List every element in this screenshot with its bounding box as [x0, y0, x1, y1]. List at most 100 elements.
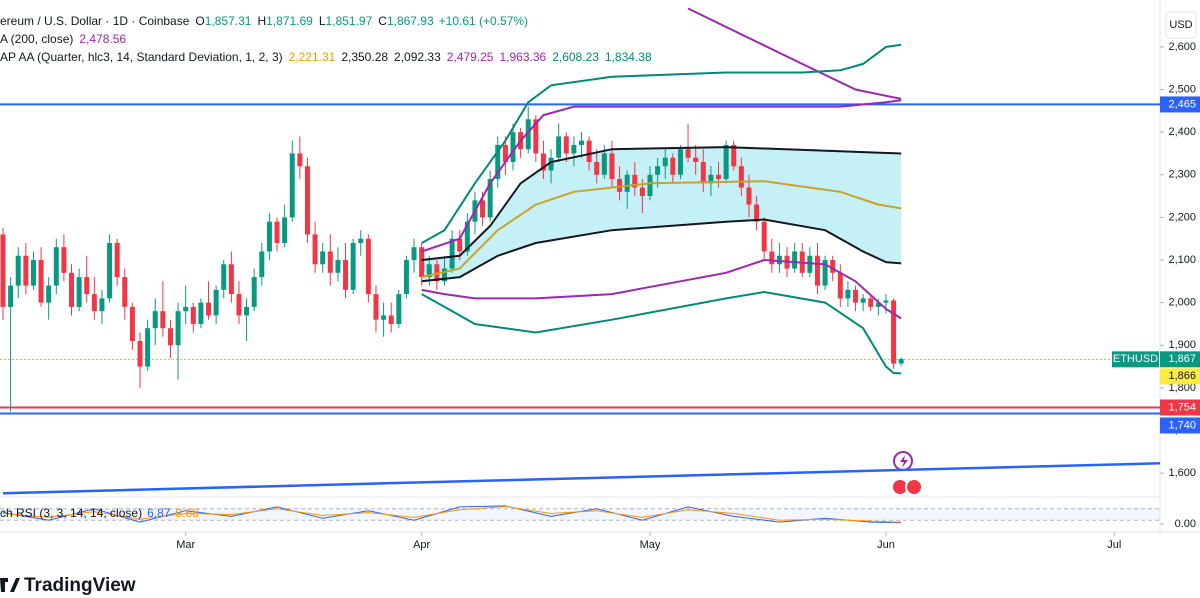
candle-body	[624, 174, 630, 192]
candle-body	[396, 294, 402, 324]
candle-body	[449, 238, 455, 269]
countdown-label-box	[1160, 368, 1200, 385]
candle-body	[289, 153, 295, 218]
candle-body	[30, 260, 36, 286]
candle-body	[480, 200, 486, 218]
y-tick-label: 2,000	[1168, 297, 1196, 309]
candle-body	[579, 140, 584, 145]
candle-body	[122, 277, 128, 307]
x-tick-label: Mar	[176, 539, 195, 551]
candle-body	[228, 264, 234, 295]
candle-body	[716, 174, 722, 180]
candle-body	[723, 144, 729, 180]
indicator-line	[421, 290, 902, 375]
candle-body	[358, 238, 364, 243]
candle-body	[525, 119, 531, 150]
candle-body	[548, 157, 554, 171]
candle-body	[822, 260, 828, 286]
candle-body	[320, 251, 326, 265]
candle-body	[571, 144, 577, 154]
candle-body	[617, 179, 623, 192]
candle-body	[84, 277, 90, 295]
flag-icon[interactable]	[905, 478, 923, 496]
indicator-legend: A (200, close) 2,478.56	[0, 32, 126, 46]
indicator-line	[421, 180, 902, 279]
candle-body	[883, 300, 889, 303]
rsi-legend: ch RSI (3, 3, 14, 14, close) 6.87 9.68	[0, 506, 199, 520]
candle-body	[160, 311, 166, 329]
candle-body	[145, 328, 151, 367]
symbol-tag-box	[1112, 351, 1159, 368]
candle-body	[335, 260, 341, 273]
level-label-box	[1160, 399, 1200, 416]
candle-body	[754, 204, 760, 222]
candle-body	[8, 285, 14, 307]
y-tick-label: 1,800	[1168, 382, 1196, 394]
candle-body	[236, 294, 242, 316]
y-tick-label: 1,600	[1168, 467, 1196, 479]
level-label: 1,754	[1168, 401, 1196, 413]
candle-body	[274, 221, 280, 243]
y-tick-label: 2,500	[1168, 83, 1196, 95]
indicator-value: 2,221.31	[289, 50, 336, 64]
candle-body	[632, 174, 638, 188]
candle-body	[152, 311, 158, 329]
indicator-value: 2,092.33	[394, 50, 441, 64]
y-tick-label: 2,600	[1168, 41, 1196, 53]
candle-body	[875, 302, 881, 307]
candle-body	[61, 247, 67, 273]
candle-body	[350, 242, 356, 290]
indicator-line	[421, 43, 902, 244]
currency: USD	[1169, 19, 1192, 31]
candle-body	[556, 136, 562, 158]
candle-body	[129, 306, 135, 342]
candle-body	[540, 153, 546, 171]
candle-body	[677, 149, 683, 175]
rsi-title: ch RSI (3, 3, 14, 14, close)	[0, 506, 142, 520]
indicator-legend: AP AA (Quarter, hlc3, 14, Standard Devia…	[0, 50, 652, 64]
candle-body	[868, 298, 874, 307]
candle-body	[761, 221, 767, 252]
logo-icon	[0, 578, 20, 592]
rsi-tick-label: 0.00	[1175, 518, 1196, 530]
candle-body	[403, 260, 409, 295]
candle-body	[76, 277, 82, 307]
candle-body	[183, 306, 189, 312]
candle-body	[327, 251, 333, 273]
candle-body	[99, 298, 105, 312]
events	[891, 451, 923, 496]
candle-body	[792, 251, 798, 269]
candle-body	[53, 247, 59, 286]
candle-body	[206, 302, 212, 316]
header-legend: ereum / U.S. Dollar · 1D · Coinbase O1,85…	[0, 14, 528, 28]
candle-body	[609, 153, 615, 180]
brand: TradingView	[24, 575, 136, 596]
candle-body	[304, 166, 310, 235]
candle-body	[655, 166, 661, 175]
candle-body	[114, 242, 120, 278]
symbol-tag: ETHUSD	[1113, 353, 1158, 365]
candle-body	[91, 294, 97, 312]
price-label: 1,867	[1168, 353, 1196, 365]
indicator-line	[421, 218, 902, 283]
ohlc-value: 1,851.97	[326, 14, 373, 28]
candle-body	[282, 217, 288, 243]
candle-body	[708, 174, 714, 184]
indicator-line	[687, 7, 902, 100]
rsi-background	[0, 508, 1160, 521]
indicator-value: 2,478.56	[79, 32, 126, 46]
candle-body	[373, 294, 379, 320]
candle-body	[845, 289, 851, 299]
level-label-box	[1160, 417, 1200, 434]
candle-body	[647, 174, 653, 197]
ohlc-value: 1,867.93	[387, 14, 434, 28]
indicator-line	[421, 146, 902, 261]
rsi-value: 6.87	[147, 506, 171, 520]
candle-body	[244, 306, 250, 316]
currency-box[interactable]	[1165, 11, 1197, 39]
y-tick-label: 2,300	[1168, 169, 1196, 181]
candle-body	[411, 247, 417, 261]
candle-body	[495, 144, 501, 180]
